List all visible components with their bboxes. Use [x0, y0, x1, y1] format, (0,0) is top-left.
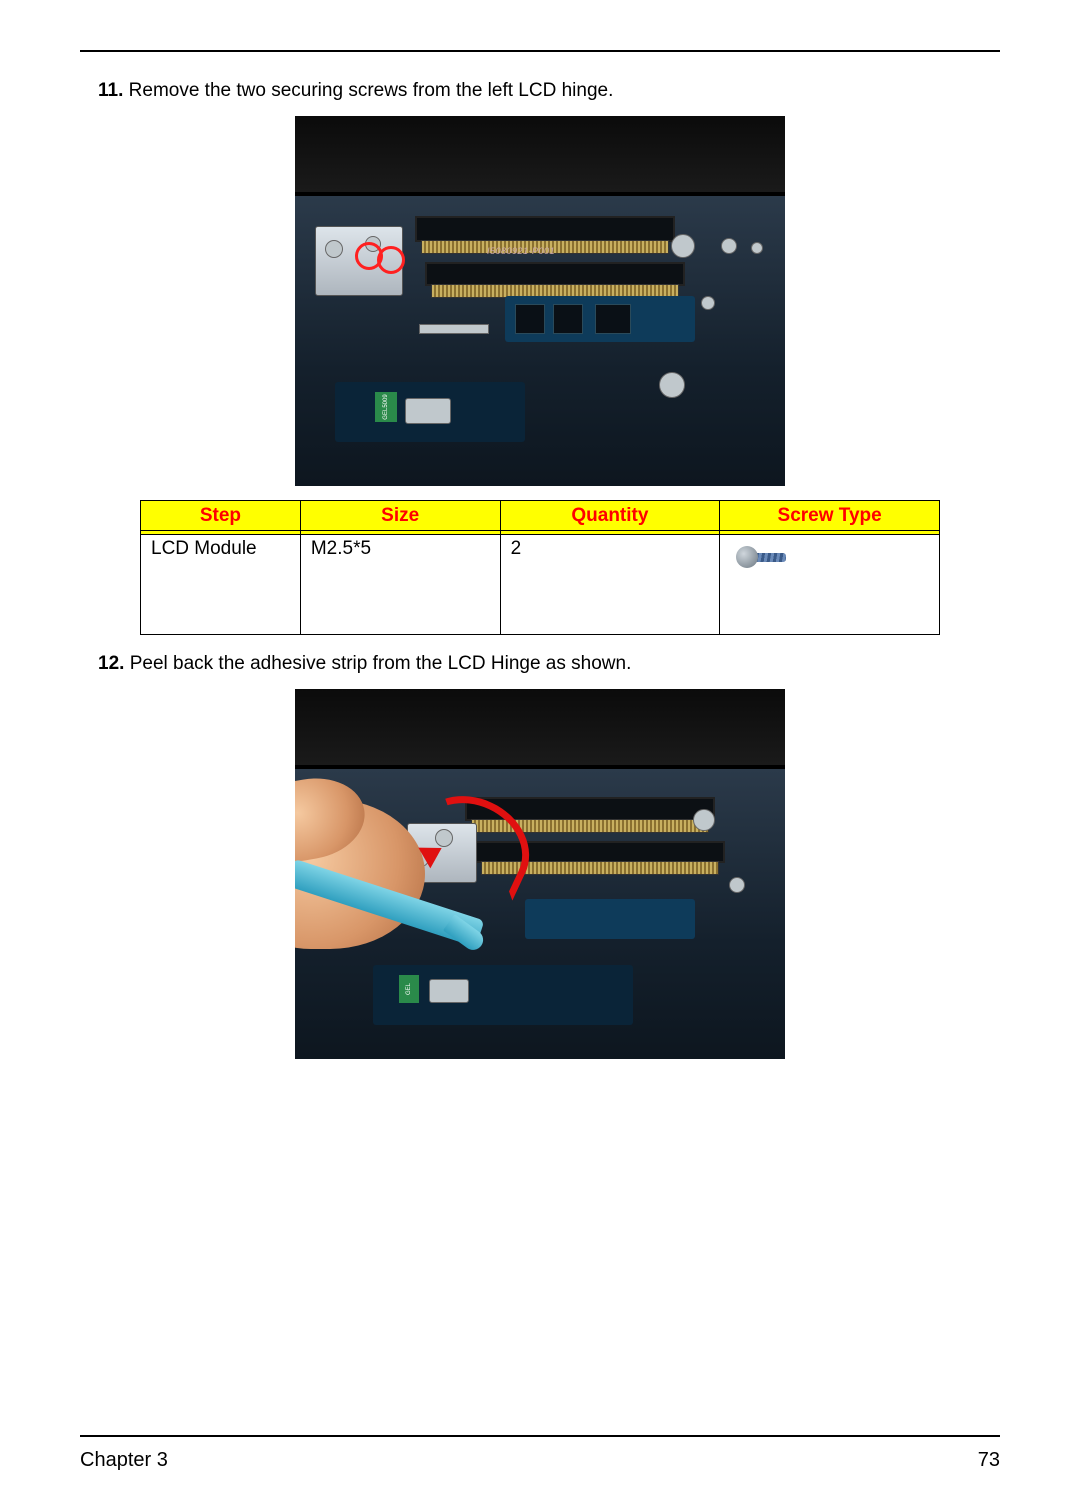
figure-11: I5080921-P001 UL Indicator: [295, 116, 785, 486]
step-12-text: Peel back the adhesive strip from the LC…: [130, 653, 632, 674]
step-12: 12. Peel back the adhesive strip from th…: [80, 653, 1000, 675]
table-header-row: Step Size Quantity Screw Type: [141, 501, 940, 532]
step-11-number: 11.: [98, 80, 123, 101]
footer-chapter: Chapter 3: [80, 1449, 168, 1472]
cell-size: M2.5*5: [300, 532, 500, 635]
th-quantity: Quantity: [500, 501, 720, 532]
header-rule: [80, 50, 1000, 52]
step-11: 11. Remove the two securing screws from …: [80, 80, 1000, 102]
figure-12-wrap: GEL: [80, 689, 1000, 1059]
screw-table: Step Size Quantity Screw Type LCD Module…: [140, 500, 940, 635]
figure-11-wrap: I5080921-P001 UL Indicator: [80, 116, 1000, 486]
footer-page: 73: [978, 1449, 1000, 1472]
figure-12: GEL: [295, 689, 785, 1059]
screw-callout-2: [377, 246, 405, 274]
step-12-number: 12.: [98, 653, 124, 674]
th-size: Size: [300, 501, 500, 532]
th-step: Step: [141, 501, 301, 532]
cell-screw-type: [720, 532, 940, 635]
cell-step: LCD Module: [141, 532, 301, 635]
page-footer: Chapter 3 73: [80, 1435, 1000, 1472]
th-screw-type: Screw Type: [720, 501, 940, 532]
step-11-text: Remove the two securing screws from the …: [129, 80, 614, 101]
table-row: LCD Module M2.5*5 2: [141, 532, 940, 635]
cell-quantity: 2: [500, 532, 720, 635]
manual-page: 11. Remove the two securing screws from …: [0, 0, 1080, 1512]
screw-icon: [730, 538, 790, 578]
page-content: 11. Remove the two securing screws from …: [80, 80, 1000, 1435]
ram-part-label: I5080921-P001: [487, 246, 555, 256]
